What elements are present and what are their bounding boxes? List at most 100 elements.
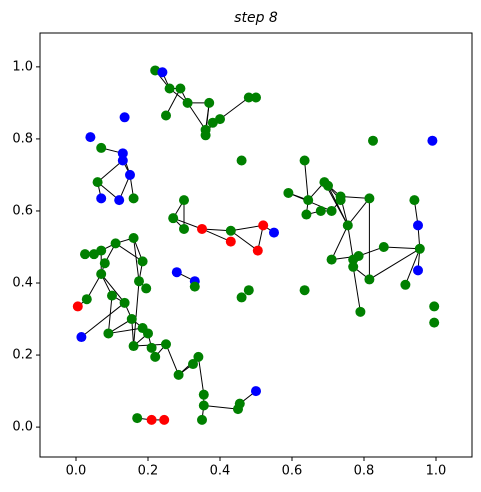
node <box>429 301 440 312</box>
node <box>236 292 247 303</box>
node <box>342 220 353 231</box>
node <box>258 220 269 231</box>
chart-title: step 8 <box>234 10 278 26</box>
node <box>175 83 186 94</box>
node <box>96 193 107 204</box>
node <box>198 389 209 400</box>
node <box>96 142 107 153</box>
edge <box>230 230 259 251</box>
node <box>161 110 171 121</box>
node <box>117 148 128 159</box>
node <box>198 400 209 411</box>
node <box>110 238 121 249</box>
node <box>348 261 359 272</box>
node <box>164 83 175 94</box>
node <box>215 114 225 125</box>
node <box>114 195 125 206</box>
node <box>99 258 110 269</box>
node <box>107 290 117 301</box>
node <box>353 250 364 261</box>
edge <box>115 242 143 262</box>
node <box>117 155 128 166</box>
node <box>182 97 193 108</box>
edge <box>201 228 232 243</box>
edge <box>108 327 143 334</box>
edge <box>369 248 421 280</box>
node <box>96 268 107 279</box>
x-tick-label: 1.0 <box>426 464 447 479</box>
node <box>72 301 83 312</box>
node <box>355 306 366 317</box>
node <box>146 342 157 353</box>
node <box>92 177 103 188</box>
node <box>414 243 425 254</box>
node <box>128 341 139 352</box>
node <box>80 249 90 260</box>
y-tick-label: 1.0 <box>12 59 33 74</box>
edge <box>173 217 203 230</box>
edge <box>331 225 349 260</box>
edge <box>165 344 180 376</box>
node <box>400 279 411 290</box>
edge <box>81 302 125 338</box>
y-tick-label: 0.2 <box>12 348 33 363</box>
node <box>119 297 130 308</box>
node <box>159 414 170 425</box>
node <box>76 332 87 343</box>
node <box>150 351 161 362</box>
node <box>283 187 294 198</box>
edge <box>304 160 309 201</box>
node <box>132 413 143 424</box>
edge <box>100 273 125 304</box>
node <box>252 245 263 256</box>
node <box>326 254 337 265</box>
node <box>128 232 139 243</box>
node <box>126 314 137 325</box>
node <box>427 135 438 146</box>
edge <box>97 160 124 183</box>
node <box>119 112 130 123</box>
y-tick-label: 0.8 <box>12 131 33 146</box>
node <box>299 155 310 166</box>
node <box>204 97 215 108</box>
node <box>168 213 179 224</box>
node <box>299 285 310 296</box>
node <box>234 398 245 409</box>
node <box>197 223 207 234</box>
node <box>409 195 420 206</box>
node <box>197 414 207 425</box>
node <box>243 92 254 103</box>
node <box>301 209 312 220</box>
node <box>171 267 182 278</box>
edge <box>230 224 264 232</box>
node <box>364 274 375 285</box>
edge <box>352 266 361 312</box>
edge <box>404 248 421 285</box>
node <box>251 92 261 103</box>
node <box>364 193 375 204</box>
node <box>243 285 254 296</box>
edge <box>187 102 207 131</box>
y-tick-label: 0.6 <box>12 203 33 218</box>
x-tick-label: 0.2 <box>138 464 159 479</box>
edge <box>347 198 370 226</box>
node <box>125 169 135 180</box>
node <box>315 205 326 216</box>
node <box>179 223 189 234</box>
node <box>173 369 184 380</box>
node <box>251 386 261 397</box>
edge <box>219 97 250 120</box>
node <box>157 67 168 78</box>
node <box>200 130 211 141</box>
node <box>81 294 92 305</box>
edge <box>133 281 140 347</box>
node <box>303 195 314 206</box>
edge <box>133 237 140 282</box>
node <box>236 155 247 166</box>
edge <box>165 88 181 116</box>
node <box>85 132 96 143</box>
node <box>128 193 139 204</box>
node <box>143 328 153 339</box>
x-tick-label: 0.0 <box>66 464 87 479</box>
